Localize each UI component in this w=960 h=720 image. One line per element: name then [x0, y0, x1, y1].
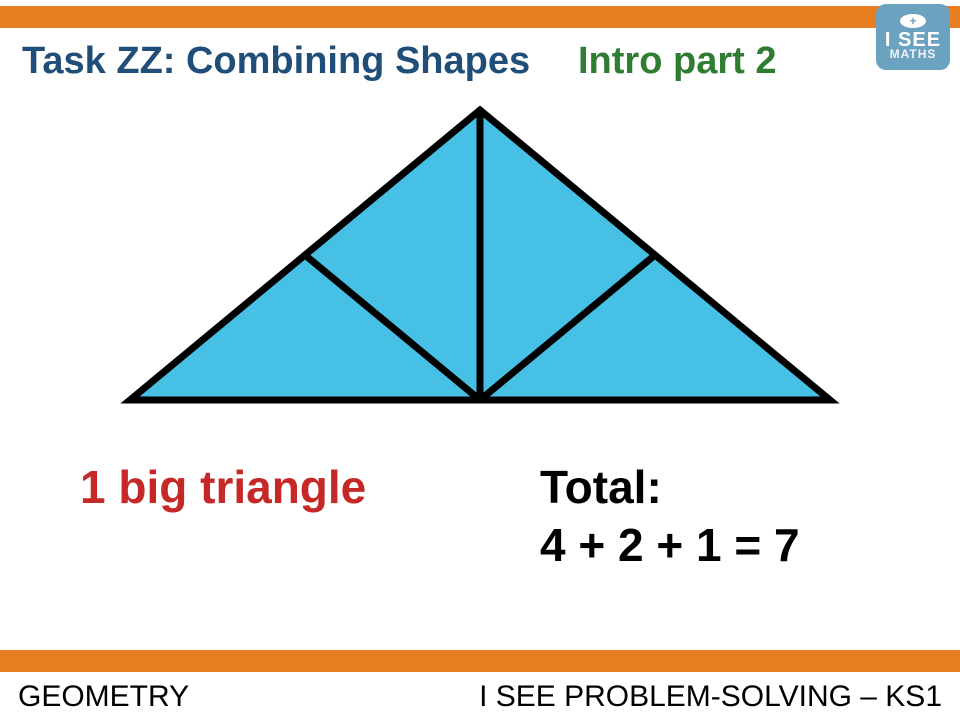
- footer-right: I SEE PROBLEM-SOLVING – KS1: [479, 680, 942, 714]
- task-title: Task ZZ: Combining Shapes: [22, 40, 530, 83]
- total-expression: 4 + 2 + 1 = 7: [540, 518, 800, 572]
- brand-logo: + I SEE MATHS: [876, 4, 950, 70]
- footer-left: GEOMETRY: [18, 680, 189, 714]
- answer-text: 1 big triangle: [80, 460, 366, 514]
- logo-line2: MATHS: [890, 48, 937, 60]
- intro-title: Intro part 2: [578, 40, 776, 83]
- logo-plus-icon: +: [900, 14, 926, 28]
- triangle-diagram: [110, 90, 850, 420]
- total-label: Total:: [540, 460, 662, 514]
- bottom-stripe: [0, 650, 960, 672]
- slide: + I SEE MATHS Task ZZ: Combining Shapes …: [0, 0, 960, 720]
- top-stripe: [0, 6, 960, 28]
